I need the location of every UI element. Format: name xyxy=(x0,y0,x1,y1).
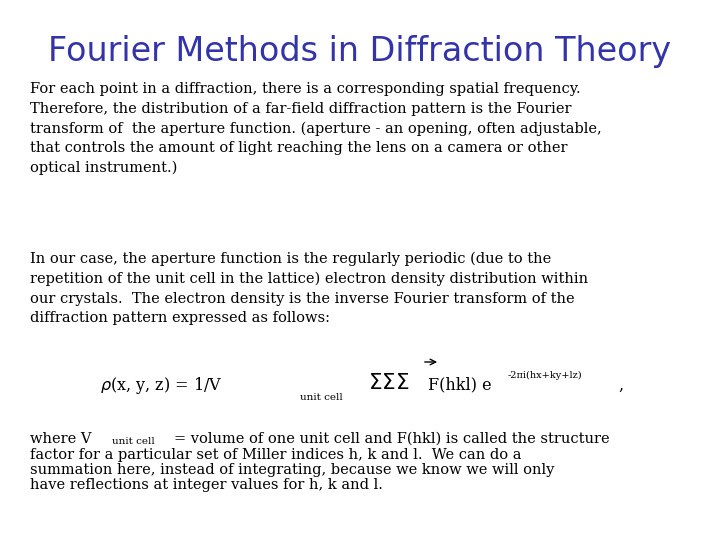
Text: = volume of one unit cell and F(hkl) is called the structure: = volume of one unit cell and F(hkl) is … xyxy=(174,432,610,446)
Text: $\Sigma\Sigma\Sigma$: $\Sigma\Sigma\Sigma$ xyxy=(368,372,410,394)
Text: In our case, the aperture function is the regularly periodic (due to the
repetit: In our case, the aperture function is th… xyxy=(30,252,588,326)
Text: summation here, instead of integrating, because we know we will only: summation here, instead of integrating, … xyxy=(30,463,554,477)
Text: For each point in a diffraction, there is a corresponding spatial frequency.
The: For each point in a diffraction, there i… xyxy=(30,82,602,175)
Text: F(hkl) e: F(hkl) e xyxy=(428,376,492,394)
Text: $\rho$(x, y, z) = 1/V: $\rho$(x, y, z) = 1/V xyxy=(100,375,222,395)
Text: factor for a particular set of Miller indices h, k and l.  We can do a: factor for a particular set of Miller in… xyxy=(30,448,521,462)
Text: unit cell: unit cell xyxy=(112,437,155,446)
Text: -2πi(hx+ky+lz): -2πi(hx+ky+lz) xyxy=(508,370,582,380)
Text: where V: where V xyxy=(30,432,91,446)
Text: ,: , xyxy=(618,376,623,394)
Text: have reflections at integer values for h, k and l.: have reflections at integer values for h… xyxy=(30,478,383,492)
Text: unit cell: unit cell xyxy=(300,393,343,402)
Text: Fourier Methods in Diffraction Theory: Fourier Methods in Diffraction Theory xyxy=(48,35,672,68)
